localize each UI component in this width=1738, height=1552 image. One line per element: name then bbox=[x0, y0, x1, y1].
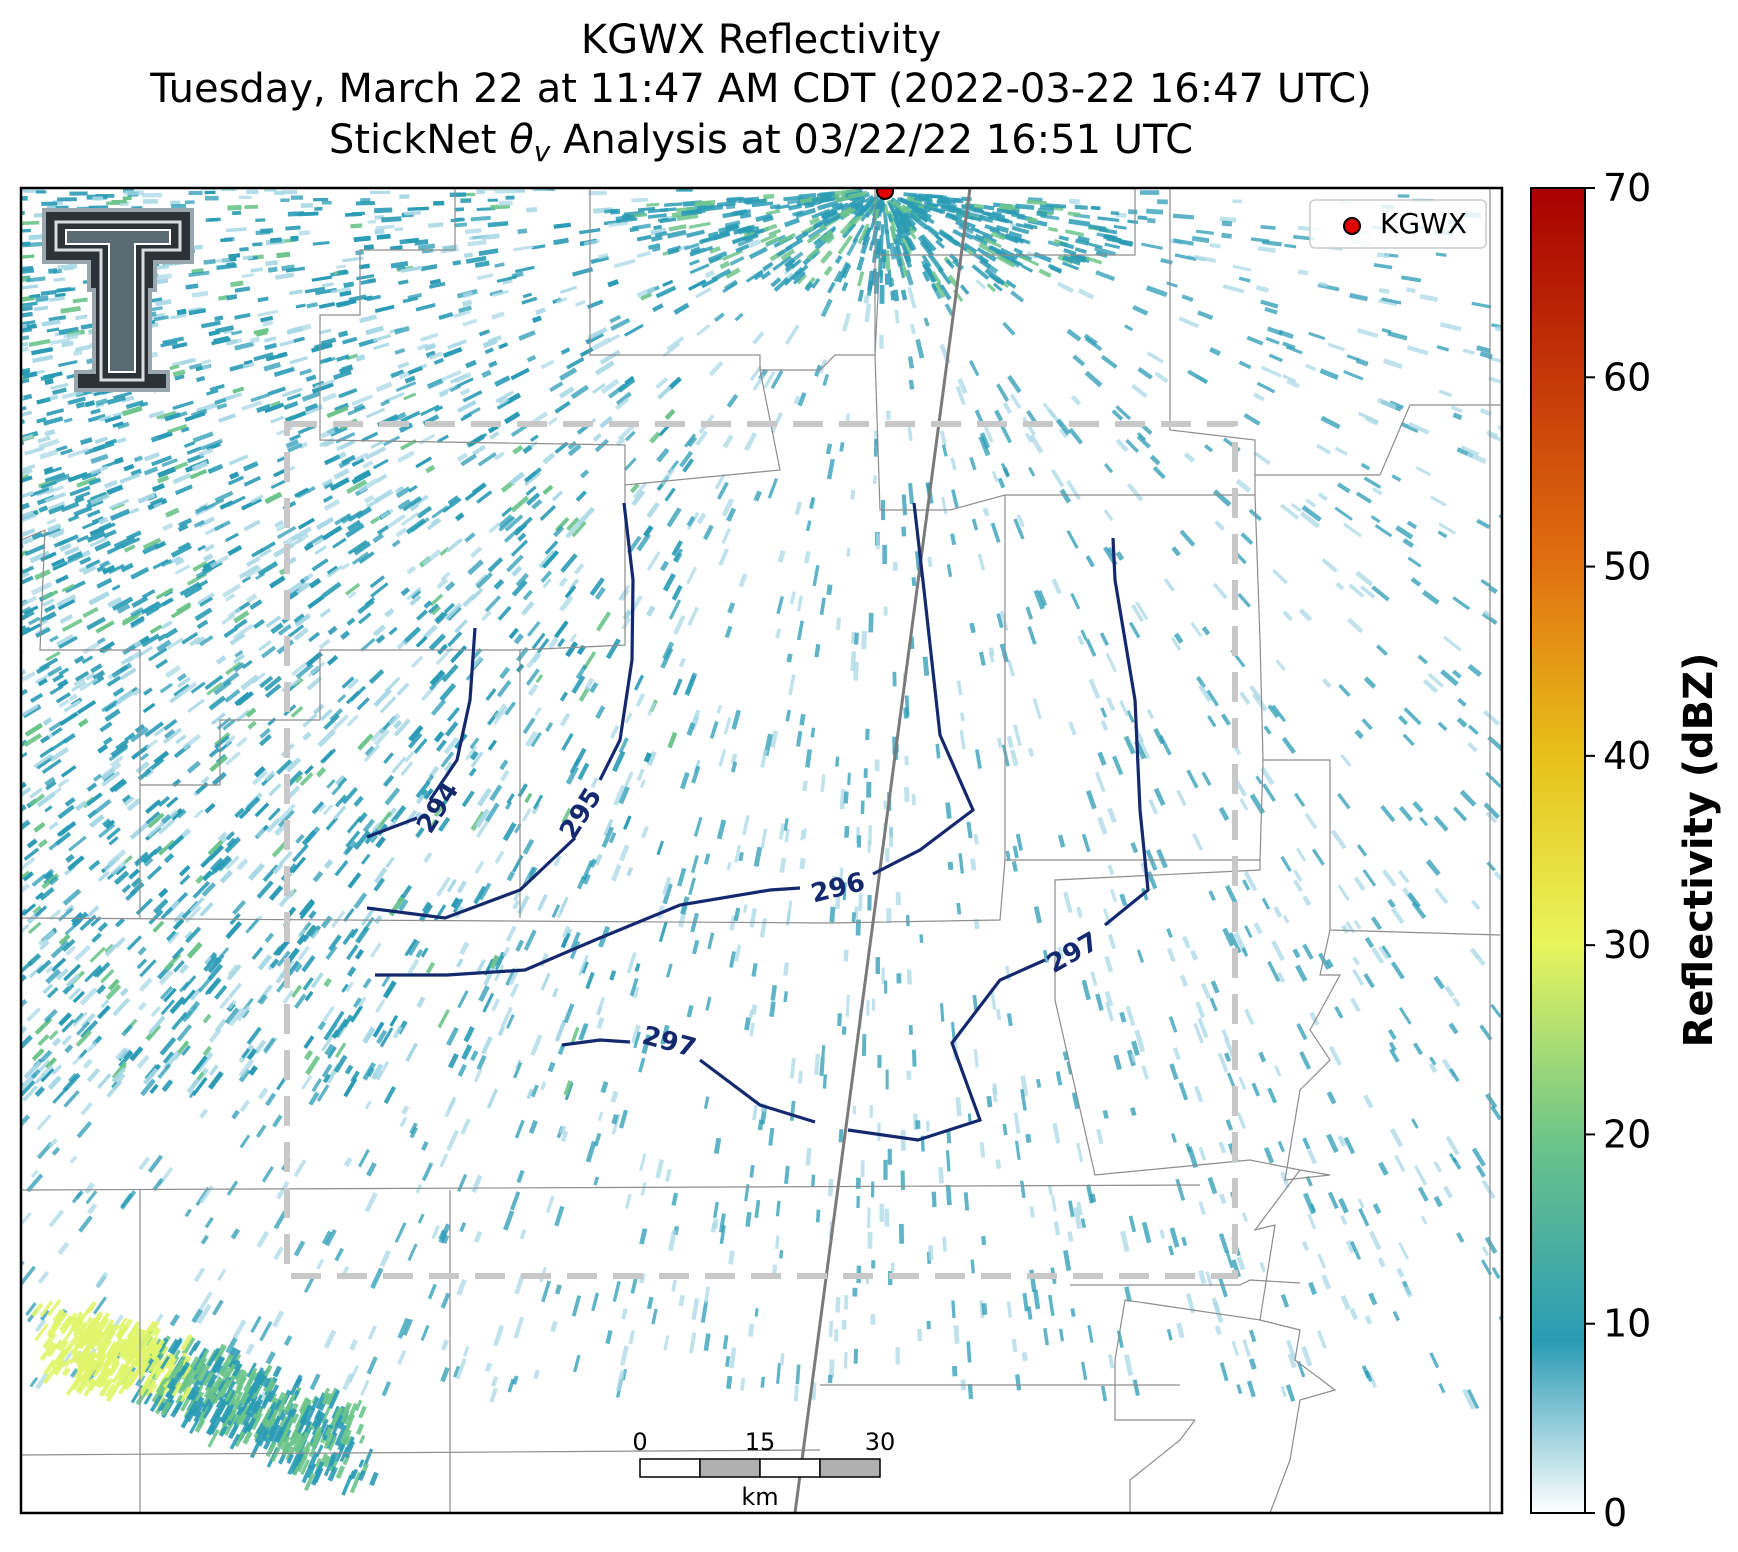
colorbar-tick-label: 70 bbox=[1603, 166, 1651, 210]
colorbar-label: Reflectivity (dBZ) bbox=[1676, 653, 1722, 1048]
map-legend: KGWX bbox=[1309, 199, 1487, 249]
contour-294 bbox=[428, 627, 477, 801]
scale-tick-0: 0 bbox=[632, 1428, 647, 1456]
contour-297-lowerb bbox=[561, 1038, 631, 1047]
scale-tick-15: 15 bbox=[745, 1428, 776, 1456]
county-boundaries bbox=[21, 188, 1502, 1513]
colorbar-tick-label: 0 bbox=[1603, 1491, 1627, 1535]
scale-bar: 0 15 30 km bbox=[632, 1428, 895, 1511]
contour-295b bbox=[366, 836, 577, 920]
legend-label: KGWX bbox=[1380, 207, 1467, 240]
map-frame bbox=[19, 186, 1504, 1515]
colorbar-bar bbox=[1530, 187, 1586, 1514]
colorbar-ticks: 0 10 20 30 40 50 60 70 bbox=[1585, 166, 1651, 1535]
colorbar-tick-label: 50 bbox=[1603, 545, 1651, 589]
title-line-2: Tuesday, March 22 at 11:47 AM CDT (2022-… bbox=[149, 66, 1371, 112]
radar-site-marker bbox=[876, 188, 894, 200]
colorbar-tick-label: 40 bbox=[1603, 734, 1651, 778]
texas-tech-logo-icon bbox=[42, 208, 194, 392]
figure-title: KGWX Reflectivity Tuesday, March 22 at 1… bbox=[149, 17, 1371, 168]
legend-marker-icon bbox=[1343, 217, 1361, 235]
contour-296b bbox=[375, 886, 801, 977]
theta-v-contours bbox=[366, 502, 1150, 1142]
title-line-3: StickNet θv Analysis at 03/22/22 16:51 U… bbox=[329, 117, 1193, 168]
contour-295 bbox=[598, 502, 635, 781]
colorbar: 0 10 20 30 40 50 60 70 Reflectivity (dBZ) bbox=[1530, 166, 1722, 1535]
colorbar-tick-label: 10 bbox=[1603, 1302, 1651, 1346]
scale-unit: km bbox=[741, 1483, 778, 1511]
colorbar-tick-label: 60 bbox=[1603, 355, 1651, 399]
contour-296 bbox=[872, 502, 975, 876]
colorbar-tick-label: 30 bbox=[1603, 923, 1651, 967]
contour-297-upperb bbox=[847, 958, 1046, 1142]
interstate-highway bbox=[793, 188, 972, 1513]
map-panel: 294 295 296 297 297 0 15 30 km KGWX bbox=[21, 188, 1502, 1513]
scale-tick-30: 30 bbox=[865, 1428, 896, 1456]
colorbar-tick-label: 20 bbox=[1603, 1112, 1651, 1156]
title-line-1: KGWX Reflectivity bbox=[581, 17, 941, 63]
contour-294b bbox=[366, 816, 418, 839]
contour-297-upper bbox=[1103, 537, 1150, 927]
analysis-domain-box bbox=[284, 421, 1238, 1279]
contour-297-lower bbox=[699, 1058, 816, 1124]
